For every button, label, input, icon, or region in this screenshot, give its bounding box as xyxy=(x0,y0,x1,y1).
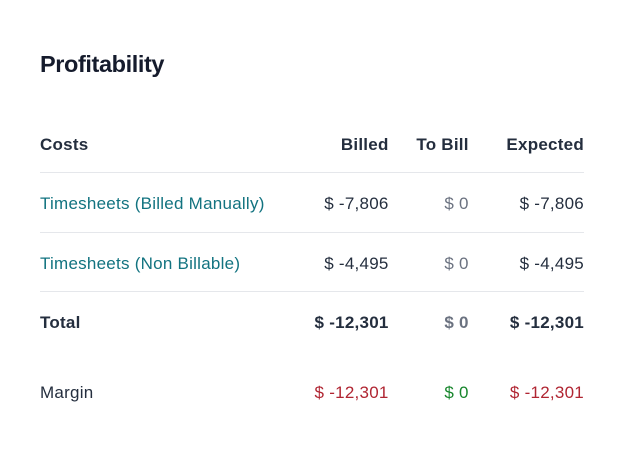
total-expected-value: $ -12,301 xyxy=(509,313,584,333)
expected-value: $ -7,806 xyxy=(468,172,584,233)
timesheets-non-billable-link[interactable]: Timesheets (Non Billable) xyxy=(40,253,241,273)
total-billed-value: $ -12,301 xyxy=(314,313,389,333)
margin-to-bill-value: $ 0 xyxy=(444,382,469,402)
margin-label: Margin xyxy=(40,382,94,402)
expected-value: $ -4,495 xyxy=(468,232,584,292)
table-row-timesheets-non-billable: Timesheets (Non Billable) $ -4,495 $ 0 $… xyxy=(40,232,584,292)
total-label: Total xyxy=(40,313,81,333)
table-row-timesheets-billed-manually: Timesheets (Billed Manually) $ -7,806 $ … xyxy=(40,172,584,233)
billed-value: $ -4,495 xyxy=(288,232,389,292)
column-header-expected: Expected xyxy=(468,114,584,173)
total-to-bill-value: $ 0 xyxy=(444,313,469,333)
margin-expected-value: $ -12,301 xyxy=(509,382,584,402)
margin-billed-value: $ -12,301 xyxy=(314,382,389,402)
timesheets-billed-manually-link[interactable]: Timesheets (Billed Manually) xyxy=(40,194,265,213)
to-bill-value: $ 0 xyxy=(388,232,469,292)
column-header-costs: Costs xyxy=(40,114,289,173)
section-title: Profitability xyxy=(40,51,165,77)
table-row-total: Total $ -12,301 $ 0 $ -12,301 xyxy=(40,291,584,349)
margin-table: Margin $ -12,301 $ 0 $ -12,301 xyxy=(40,363,584,421)
to-bill-value: $ 0 xyxy=(388,172,469,233)
billed-value: $ -7,806 xyxy=(288,172,389,233)
column-header-billed: Billed xyxy=(288,114,389,173)
table-header-row: Costs Billed To Bill Expected xyxy=(40,114,584,173)
column-header-to-bill: To Bill xyxy=(388,114,469,173)
table-row-margin: Margin $ -12,301 $ 0 $ -12,301 xyxy=(40,363,584,421)
profitability-table: Costs Billed To Bill Expected Timesheets… xyxy=(40,114,584,349)
